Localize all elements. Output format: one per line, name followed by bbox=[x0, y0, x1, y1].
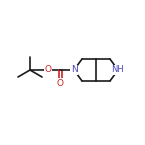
Text: O: O bbox=[57, 78, 64, 87]
Text: NH: NH bbox=[112, 66, 124, 75]
Text: N: N bbox=[71, 66, 77, 75]
Text: O: O bbox=[45, 66, 51, 75]
